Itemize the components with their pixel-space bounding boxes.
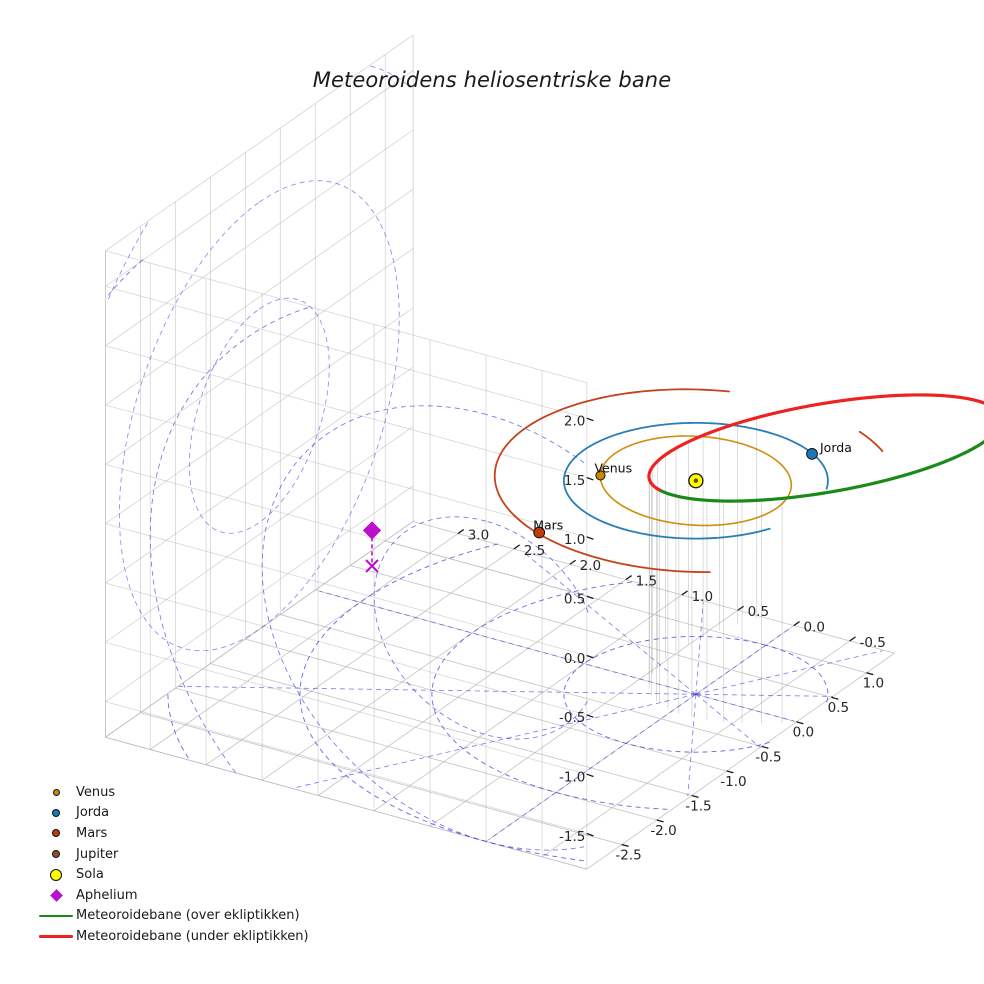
legend-item-aphelium[interactable]: Aphelium	[36, 885, 336, 906]
legend-swatch	[36, 788, 76, 796]
axis-ticks: -2.5 -2.0 -1.5 -1.0 -0.5 0.0 0.5 1.0 -0.5 0.0 0.5 1…	[457, 414, 886, 863]
legend-item-mars[interactable]: Mars	[36, 823, 336, 844]
legend-label: Sola	[76, 867, 104, 883]
axis-tick-label: 2.0	[564, 414, 585, 430]
legend-swatch	[36, 808, 76, 817]
meteoroid-orbit	[647, 393, 984, 503]
legend-swatch	[36, 868, 76, 881]
axis-tick-label: 0.5	[564, 592, 585, 608]
legend-swatch	[36, 850, 76, 859]
legend-label: Venus	[76, 784, 116, 800]
polar-gridlines	[105, 65, 883, 862]
axis-tick-label: 2.0	[580, 558, 601, 574]
axis-tick-label: 1.0	[692, 589, 713, 605]
axis-tick-label: -1.0	[559, 770, 585, 786]
legend-label: Meteoroidebane (under ekliptikken)	[76, 928, 309, 944]
legend-item-jorda[interactable]: Jorda	[36, 803, 336, 824]
legend-swatch	[36, 935, 76, 938]
legend-label: Aphelium	[76, 887, 138, 903]
axis-tick-label: -1.5	[685, 798, 711, 814]
cartesian-gridlines	[105, 34, 895, 870]
axis-tick-label: -1.0	[720, 774, 746, 790]
axis-tick-label: -2.0	[650, 823, 676, 839]
axis-tick-label: 1.0	[863, 676, 884, 692]
legend-label: Jupiter	[76, 846, 119, 862]
drop-lines	[648, 417, 783, 724]
axis-tick-label: 3.0	[468, 528, 489, 544]
axis-tick-label: 1.5	[636, 574, 657, 590]
legend-swatch	[36, 888, 76, 902]
axis-tick-label: 2.5	[524, 543, 545, 559]
legend-item-sola[interactable]: Sola	[36, 864, 336, 885]
legend-swatch	[36, 829, 76, 838]
legend-swatch	[36, 914, 76, 918]
legend-item-jupiter[interactable]: Jupiter	[36, 844, 336, 865]
legend-item-meteoroidebane-over-ekliptikken[interactable]: Meteoroidebane (over ekliptikken)	[36, 906, 336, 927]
axis-tick-label: 0.0	[564, 651, 585, 667]
axis-tick-label: 1.5	[564, 473, 585, 489]
axis-tick-label: 0.0	[793, 725, 814, 741]
legend: Venus Jorda Mars Jupiter Sola Aphelium Meteoro…	[36, 782, 336, 947]
axis-tick-label: -2.5	[615, 847, 641, 863]
body-labels: Venus Jorda Mars	[533, 440, 852, 533]
legend-label: Mars	[76, 825, 108, 841]
legend-label: Jorda	[76, 805, 110, 821]
axis-tick-label: -0.5	[559, 710, 585, 726]
axis-tick-label: -0.5	[860, 635, 886, 651]
legend-item-meteoroidebane-under-ekliptikken[interactable]: Meteoroidebane (under ekliptikken)	[36, 926, 336, 947]
axis-tick-label: -0.5	[755, 749, 781, 765]
body-label-venus: Venus	[594, 460, 632, 475]
legend-item-venus[interactable]: Venus	[36, 782, 336, 803]
body-markers	[362, 447, 818, 573]
body-label-jorda: Jorda	[819, 440, 852, 455]
legend-label: Meteoroidebane (over ekliptikken)	[76, 908, 300, 924]
axis-tick-label: -1.5	[559, 829, 585, 845]
body-label-mars: Mars	[533, 518, 563, 533]
axis-tick-label: 1.0	[564, 532, 585, 548]
axis-tick-label: 0.0	[804, 620, 825, 636]
axis-tick-label: 0.5	[748, 604, 769, 620]
axis-tick-label: 0.5	[828, 700, 849, 716]
